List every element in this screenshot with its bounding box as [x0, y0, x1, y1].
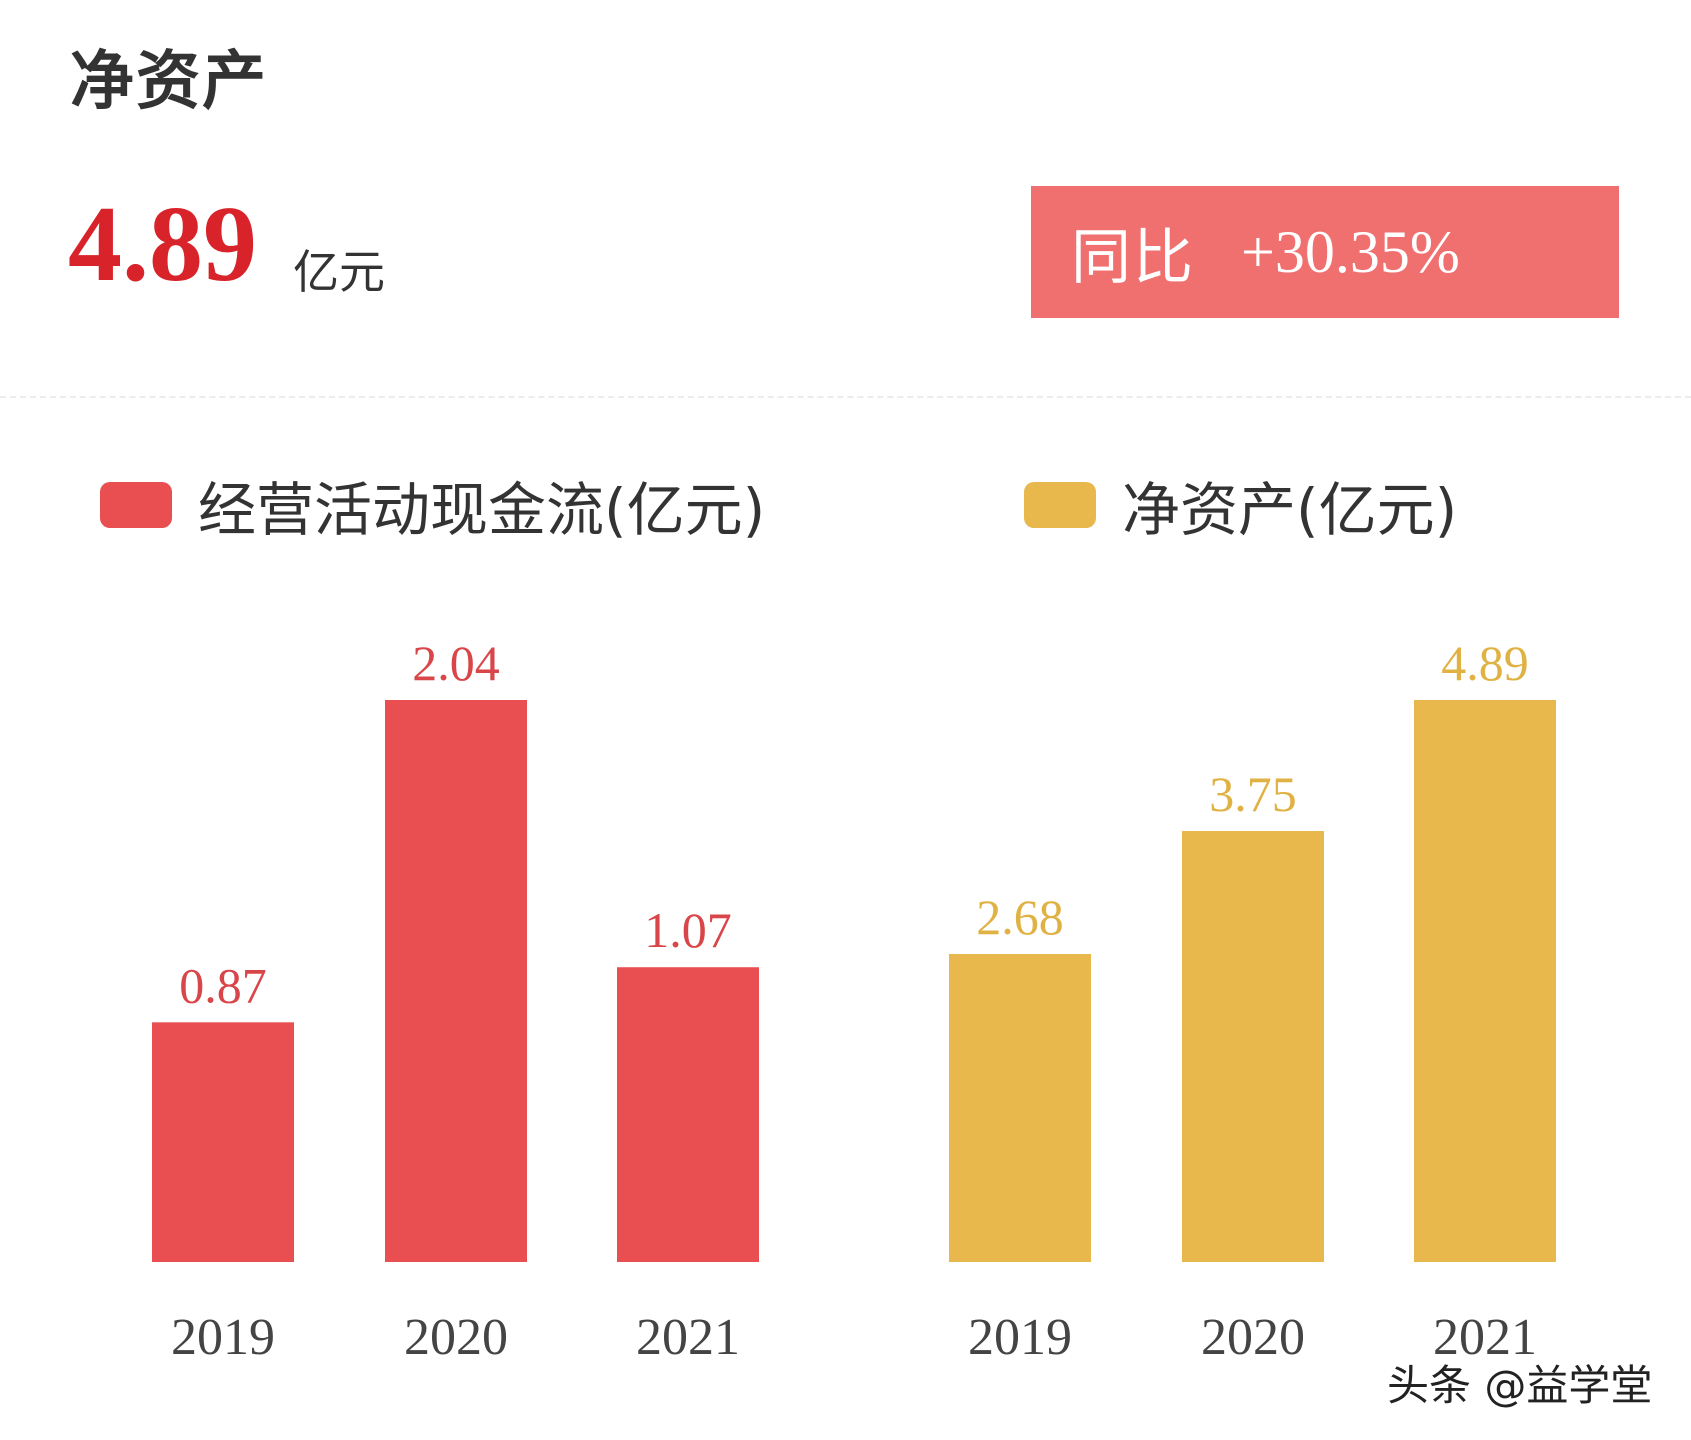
x-tick-netassets-2020: 2020	[1201, 1309, 1305, 1366]
yoy-label: 同比	[1071, 222, 1195, 293]
data-label-cashflow-2020: 2.04	[412, 635, 500, 691]
x-tick-cashflow-2020: 2020	[404, 1309, 508, 1366]
legend-label-netassets: 净资产(亿元)	[1122, 476, 1458, 544]
x-tick-cashflow-2021: 2021	[636, 1309, 740, 1366]
net-assets-unit: 亿元	[293, 245, 385, 299]
bar-cashflow-2019	[152, 1022, 294, 1262]
legend-item-netassets: 净资产(亿元)	[1024, 470, 1457, 544]
x-tick-netassets-2021: 2021	[1433, 1309, 1537, 1366]
legend-item-cashflow: 经营活动现金流(亿元)	[100, 470, 765, 544]
legend-label-cashflow: 经营活动现金流(亿元)	[198, 476, 766, 544]
legend-swatch-netassets	[1024, 482, 1096, 528]
bar-netassets-2019	[949, 953, 1091, 1262]
net-assets-value: 4.89	[68, 185, 257, 304]
section-divider	[0, 396, 1691, 398]
watermark: 头条 @益学堂	[1387, 1361, 1653, 1410]
yoy-value: +30.35%	[1241, 218, 1460, 285]
bar-cashflow-2020	[385, 700, 527, 1262]
data-label-netassets-2020: 3.75	[1209, 766, 1297, 822]
x-tick-netassets-2019: 2019	[968, 1309, 1072, 1366]
data-label-netassets-2021: 4.89	[1441, 635, 1529, 691]
data-label-cashflow-2021: 1.07	[644, 902, 732, 958]
x-tick-cashflow-2019: 2019	[171, 1309, 275, 1366]
data-label-netassets-2019: 2.68	[976, 889, 1064, 945]
bar-cashflow-2021	[617, 967, 759, 1262]
bar-netassets-2021	[1414, 700, 1556, 1262]
bar-netassets-2020	[1182, 831, 1324, 1262]
data-label-cashflow-2019: 0.87	[179, 957, 267, 1013]
page-title: 净资产	[70, 45, 268, 119]
yoy-badge: 同比 +30.35%	[1031, 186, 1619, 318]
legend-swatch-cashflow	[100, 482, 172, 528]
